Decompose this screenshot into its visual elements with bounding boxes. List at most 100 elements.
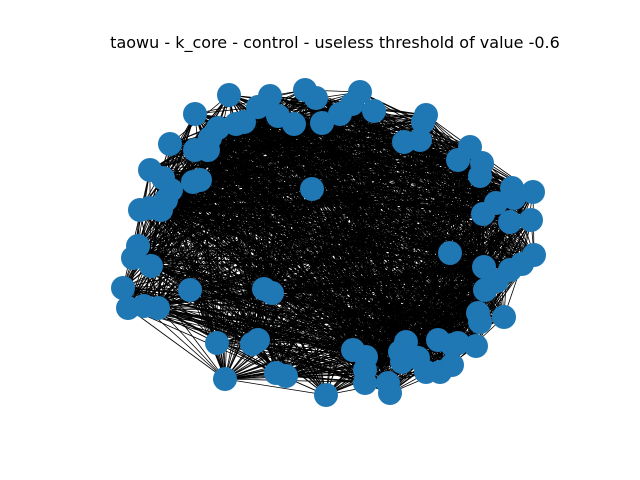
graph-edge bbox=[216, 121, 424, 344]
graph-edge bbox=[387, 114, 427, 384]
graph-edge bbox=[139, 209, 484, 215]
graph-edge bbox=[216, 292, 273, 344]
graph-node bbox=[217, 83, 241, 107]
graph-node bbox=[446, 148, 470, 172]
graph-edge bbox=[275, 141, 405, 374]
graph-node bbox=[328, 102, 352, 126]
graph-edge bbox=[403, 141, 485, 268]
graph-edge bbox=[403, 141, 484, 215]
graph-edge bbox=[216, 202, 497, 344]
graph-node bbox=[139, 254, 163, 278]
graph-edge bbox=[192, 141, 405, 183]
graph-node bbox=[440, 353, 464, 377]
graph-node bbox=[183, 102, 207, 126]
graph-node bbox=[522, 243, 546, 267]
graph-edge bbox=[419, 139, 511, 271]
graph-edge bbox=[403, 141, 451, 254]
graph-edge bbox=[419, 139, 439, 341]
graph-node bbox=[314, 383, 338, 407]
graph-edge bbox=[311, 188, 401, 353]
graph-edge bbox=[419, 139, 479, 314]
graph-edge bbox=[311, 188, 484, 215]
graph-edge bbox=[224, 252, 451, 380]
graph-node bbox=[178, 278, 202, 302]
graph-node bbox=[260, 281, 284, 305]
graph-node bbox=[128, 198, 152, 222]
graph-node bbox=[464, 334, 488, 358]
graph-edge bbox=[127, 121, 424, 309]
graph-edge bbox=[399, 146, 471, 353]
graph-edge bbox=[257, 187, 513, 341]
graph-node bbox=[121, 246, 145, 270]
graph-node bbox=[158, 132, 182, 156]
graph-edge bbox=[311, 188, 354, 351]
graph-edge bbox=[207, 141, 405, 151]
graph-edge bbox=[170, 114, 427, 191]
graph-edge bbox=[251, 188, 313, 345]
graph-edge bbox=[311, 188, 498, 282]
graph-node bbox=[282, 112, 306, 136]
graph-edge bbox=[257, 188, 313, 341]
graph-node bbox=[492, 305, 516, 329]
graph-edge bbox=[364, 139, 421, 384]
graph-node bbox=[498, 210, 522, 234]
graph-edge bbox=[132, 139, 421, 259]
graph-edge bbox=[137, 121, 424, 247]
graph-edge bbox=[143, 188, 313, 307]
graph-edge bbox=[399, 139, 421, 353]
graph-node bbox=[438, 241, 462, 265]
graph-edge bbox=[271, 187, 513, 294]
graph-node bbox=[466, 301, 490, 325]
graph-edge bbox=[364, 221, 511, 371]
graph-edge bbox=[311, 188, 459, 344]
graph-node bbox=[246, 95, 270, 119]
graph-edge bbox=[419, 139, 523, 265]
graph-edge bbox=[401, 159, 459, 363]
graph-edge bbox=[422, 121, 535, 256]
graph-edge bbox=[189, 266, 485, 291]
graph-node bbox=[353, 358, 377, 382]
graph-edge bbox=[224, 378, 327, 396]
graph-node bbox=[246, 328, 270, 352]
graph-node bbox=[205, 331, 229, 355]
graph-edge bbox=[311, 188, 479, 314]
graph-edge bbox=[365, 146, 471, 358]
graph-edge bbox=[122, 139, 421, 289]
graph-edge bbox=[417, 159, 459, 359]
graph-edge bbox=[127, 307, 226, 380]
graph-node bbox=[274, 364, 298, 388]
graph-node bbox=[181, 170, 205, 194]
graph-edge bbox=[403, 141, 535, 256]
graph-edge bbox=[311, 188, 403, 363]
graph-edge bbox=[401, 139, 421, 363]
graph-edge bbox=[132, 252, 451, 259]
graph-edge bbox=[311, 188, 453, 346]
graph-edge bbox=[189, 289, 226, 380]
graph-node bbox=[378, 381, 402, 405]
graph-edge bbox=[143, 121, 424, 307]
graph-node bbox=[310, 111, 334, 135]
graph-node bbox=[362, 99, 386, 123]
graph-edge bbox=[189, 141, 405, 291]
graph-node bbox=[213, 367, 237, 391]
graph-edge bbox=[364, 175, 481, 371]
graph-edge bbox=[275, 121, 424, 374]
graph-node bbox=[470, 151, 494, 175]
graph-node bbox=[392, 130, 416, 154]
node-layer bbox=[111, 78, 546, 407]
graph-edge bbox=[364, 141, 405, 371]
graph-edge bbox=[189, 289, 253, 345]
graph-edge bbox=[403, 141, 477, 347]
figure-title: taowu - k_core - control - useless thres… bbox=[110, 33, 560, 52]
graph-edge bbox=[419, 139, 485, 268]
graph-node bbox=[521, 180, 545, 204]
graph-node bbox=[300, 177, 324, 201]
graph-node bbox=[146, 296, 170, 320]
graph-edge bbox=[139, 114, 427, 211]
graph-edge bbox=[311, 141, 405, 190]
graph-edge bbox=[194, 139, 421, 151]
graph-node bbox=[224, 112, 248, 136]
graph-node bbox=[111, 276, 135, 300]
